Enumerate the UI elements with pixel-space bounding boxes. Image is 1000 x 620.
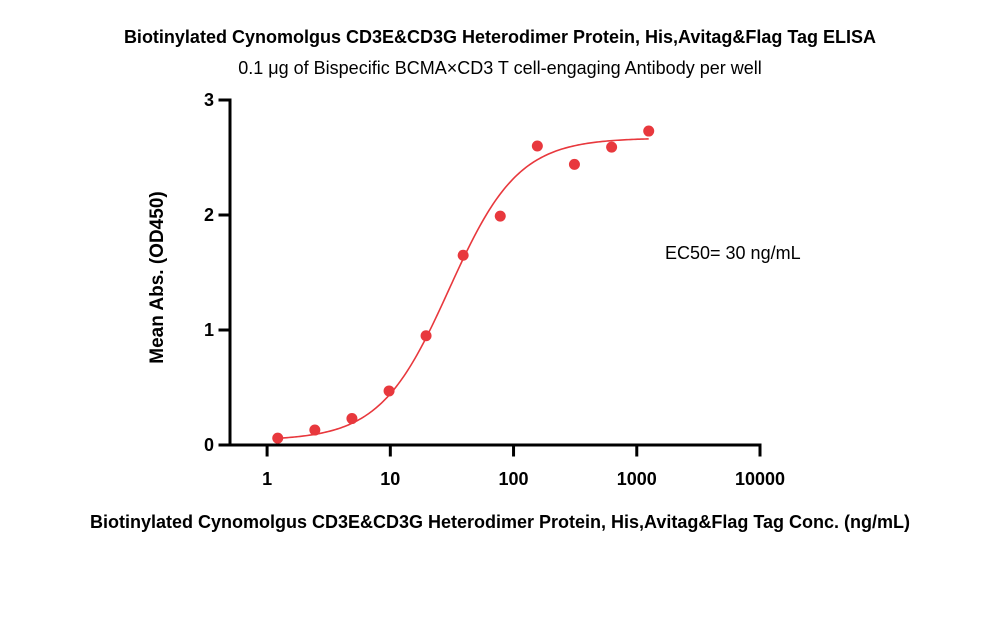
- data-point: [457, 249, 469, 261]
- fit-curve: [277, 138, 649, 440]
- y-tick-label: 3: [204, 90, 214, 110]
- y-tick-label: 1: [204, 320, 214, 340]
- data-point: [531, 140, 543, 152]
- data-point: [383, 385, 395, 397]
- data-point: [568, 158, 580, 170]
- chart-title: Biotinylated Cynomolgus CD3E&CD3G Hetero…: [123, 27, 877, 47]
- x-tick-label: 1000: [617, 469, 657, 489]
- y-tick-label: 0: [204, 435, 214, 455]
- y-tick-label: 2: [204, 205, 214, 225]
- data-point: [272, 432, 284, 444]
- axes-layer: 0 1 2 3 1 10 100 1000 10000: [204, 90, 785, 489]
- x-axis-title: Biotinylated Cynomolgus CD3E&CD3G Hetero…: [89, 512, 911, 532]
- data-point: [309, 424, 321, 436]
- y-axis-title: Mean Abs. (OD450): [147, 191, 168, 363]
- text-layer: Mean Abs. (OD450) EC50= 30 ng/mL: [147, 191, 801, 363]
- data-point: [643, 125, 655, 137]
- data-point: [420, 330, 432, 342]
- ec50-annotation: EC50= 30 ng/mL: [665, 243, 801, 263]
- x-tick-label: 1: [262, 469, 272, 489]
- x-tick-label: 10: [380, 469, 400, 489]
- x-tick-label: 100: [499, 469, 529, 489]
- data-point: [606, 141, 618, 153]
- chart-subtitle: 0.1 μg of Bispecific BCMA×CD3 T cell-eng…: [238, 58, 762, 78]
- data-points-layer: [272, 125, 655, 444]
- x-tick-label: 10000: [735, 469, 785, 489]
- fit-curve-layer: [277, 138, 649, 440]
- data-point: [346, 413, 358, 425]
- data-point: [494, 210, 506, 222]
